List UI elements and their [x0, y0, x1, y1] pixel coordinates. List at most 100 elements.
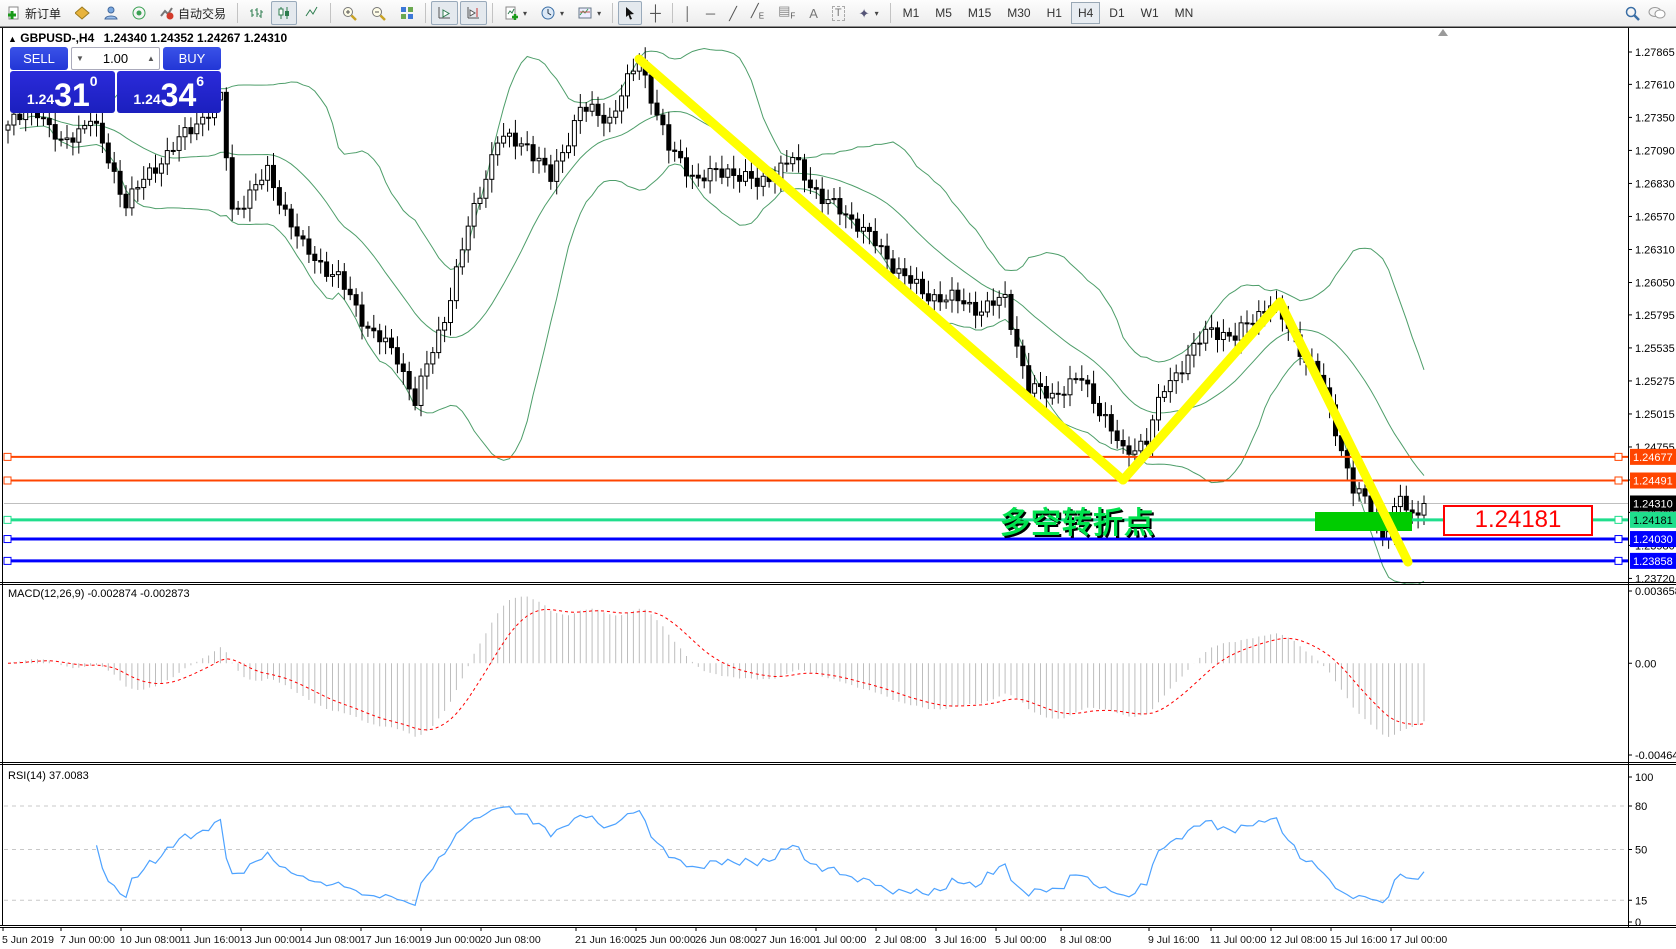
- new-order-label: 新订单: [25, 6, 62, 21]
- buy-price-big: 34: [160, 77, 197, 113]
- zoom-out-button[interactable]: [365, 1, 392, 25]
- hline-1.24030[interactable]: [3, 535, 1628, 544]
- volume-increase-button[interactable]: ▲: [147, 54, 155, 63]
- label-tool[interactable]: T: [826, 1, 851, 25]
- search-icon[interactable]: [1625, 6, 1640, 21]
- timeframe-M30[interactable]: M30: [1007, 6, 1031, 20]
- time-tick-label: 8 Jul 08:00: [1060, 934, 1112, 946]
- timeframe-M5[interactable]: M5: [935, 6, 952, 20]
- buy-button[interactable]: BUY: [163, 47, 221, 70]
- horizontal-line-tool[interactable]: ─: [700, 1, 721, 25]
- auto-scroll-icon: [438, 7, 451, 19]
- time-tick-label: 5 Jul 00:00: [995, 934, 1047, 946]
- sell-button[interactable]: SELL: [10, 47, 68, 70]
- tile-windows-button[interactable]: [394, 1, 420, 25]
- volume-input[interactable]: 1.00: [102, 51, 129, 66]
- buy-price-prefix: 1.24: [133, 91, 161, 107]
- new-order-button[interactable]: 新订单: [1, 1, 67, 25]
- market-watch-icon: [75, 6, 90, 20]
- svg-text:1.24491: 1.24491: [1633, 475, 1673, 487]
- bar-chart-button[interactable]: [243, 1, 269, 25]
- cursor-tool-button[interactable]: [618, 1, 643, 25]
- time-tick-label: 17 Jun 16:00: [360, 934, 421, 946]
- buy-price-display[interactable]: 1.24 34 6: [116, 71, 221, 113]
- symbol-period-label: GBPUSD-,H4: [20, 31, 95, 45]
- price-tick-label: 1.25275: [1635, 376, 1675, 388]
- timeframe-D1[interactable]: D1: [1109, 6, 1125, 20]
- price-tick-label: 1.23720: [1635, 573, 1675, 585]
- vertical-line-tool[interactable]: │: [678, 1, 698, 25]
- volume-decrease-button[interactable]: ▼: [76, 54, 84, 63]
- timeframe-MN[interactable]: MN: [1174, 6, 1194, 20]
- cursor-icon: [626, 7, 635, 20]
- toolbar: 新订单 自动交易: [0, 0, 1676, 27]
- navigator-icon: [104, 6, 118, 20]
- periods-button[interactable]: ▾: [535, 1, 570, 25]
- chat-icon[interactable]: [1648, 6, 1666, 21]
- signal-icon: [132, 6, 146, 20]
- vertical-line-icon: │: [683, 5, 692, 21]
- market-watch-button[interactable]: [69, 1, 96, 25]
- zoom-in-button[interactable]: [336, 1, 363, 25]
- price-tick-label: 1.26310: [1635, 244, 1675, 256]
- chart-shift-button[interactable]: [460, 1, 488, 25]
- trendline-icon: ╱: [729, 5, 737, 21]
- chart-shift-icon: [467, 7, 480, 19]
- line-chart-button[interactable]: [299, 1, 325, 25]
- toolbar-separator: [671, 3, 673, 23]
- yellow-trendlines[interactable]: [634, 54, 1413, 567]
- indicators-icon: [505, 6, 519, 20]
- timeframe-W1[interactable]: W1: [1140, 6, 1159, 20]
- indicators-button[interactable]: ▾: [498, 1, 533, 25]
- line-chart-icon: [305, 6, 318, 17]
- channel-icon: ╱E: [750, 2, 765, 21]
- navigator-button[interactable]: [98, 1, 124, 25]
- horizontal-line-icon: ─: [705, 5, 716, 21]
- tile-windows-icon: [401, 7, 414, 19]
- price-tick-label: 1.26830: [1635, 178, 1675, 190]
- svg-text:1.24677: 1.24677: [1633, 452, 1673, 464]
- price-tick-label: 1.27865: [1635, 47, 1675, 59]
- toolbar-separator: [612, 3, 614, 23]
- channel-tool[interactable]: ╱E: [745, 1, 770, 25]
- fibonacci-tool[interactable]: ▤F: [772, 1, 801, 25]
- timeframe-M1[interactable]: M1: [902, 6, 920, 20]
- macd-tick-label: 0.003658: [1635, 586, 1676, 598]
- timeframe-M15[interactable]: M15: [967, 6, 992, 20]
- sell-price-display[interactable]: 1.24 31 0: [10, 71, 115, 113]
- timeframe-H1[interactable]: H1: [1046, 6, 1062, 20]
- svg-text:1.24181: 1.24181: [1633, 515, 1673, 527]
- arrows-tool[interactable]: ✦ ▾: [853, 1, 885, 25]
- signal-button[interactable]: [126, 1, 152, 25]
- chevron-down-icon: ▾: [597, 8, 602, 18]
- label-icon: T: [831, 5, 845, 21]
- hline-1.24677[interactable]: [3, 452, 1628, 461]
- axis-label-1.23858: 1.23858: [1630, 552, 1676, 569]
- templates-button[interactable]: ▾: [572, 1, 607, 25]
- rsi-indicator-label: RSI(14) 37.0083: [8, 770, 89, 782]
- time-tick-label: 3 Jul 16:00: [935, 934, 987, 946]
- collapse-panel-icon[interactable]: ▲: [8, 34, 17, 44]
- scroll-end-marker[interactable]: [1438, 29, 1448, 36]
- text-tool[interactable]: A: [803, 1, 824, 25]
- rsi-tick-label: 100: [1635, 772, 1653, 784]
- price-callout-label[interactable]: 1.24181: [1443, 505, 1593, 536]
- chevron-down-icon: ▾: [523, 8, 528, 18]
- hline-1.23858[interactable]: [3, 556, 1628, 565]
- axis-label-1.24491: 1.24491: [1630, 472, 1676, 489]
- auto-scroll-button[interactable]: [431, 1, 459, 25]
- fibonacci-icon: ▤F: [778, 2, 796, 21]
- auto-trading-button[interactable]: 自动交易: [154, 1, 232, 25]
- highlight-rectangle[interactable]: [1315, 512, 1412, 531]
- time-tick-label: 11 Jul 00:00: [1210, 934, 1267, 946]
- annotation-text[interactable]: 多空转折点: [1000, 507, 1155, 540]
- candle-chart-button[interactable]: [271, 1, 298, 25]
- clock-icon: [541, 6, 555, 20]
- trendline-tool[interactable]: ╱: [723, 1, 743, 25]
- crosshair-tool-button[interactable]: ┼: [644, 1, 667, 25]
- timeframe-H4[interactable]: H4: [1070, 2, 1101, 24]
- hline-1.24491[interactable]: [3, 476, 1628, 485]
- time-tick-label: 15 Jul 16:00: [1330, 934, 1387, 946]
- buy-price-point: 6: [196, 73, 205, 89]
